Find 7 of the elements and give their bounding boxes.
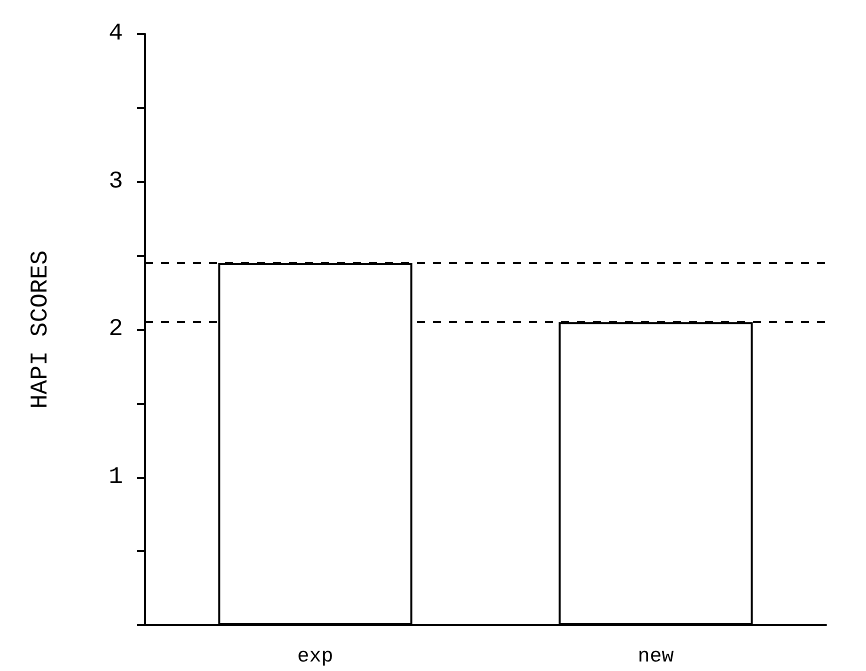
y-axis-title: HAPI SCORES xyxy=(28,250,54,409)
x-tick-label: exp xyxy=(297,646,334,668)
y-tick-label: 2 xyxy=(108,316,123,343)
y-tick-label: 4 xyxy=(108,20,123,48)
y-tick-label: 1 xyxy=(108,464,123,491)
x-tick-label: new xyxy=(638,646,674,668)
y-tick-label: 3 xyxy=(108,168,123,196)
